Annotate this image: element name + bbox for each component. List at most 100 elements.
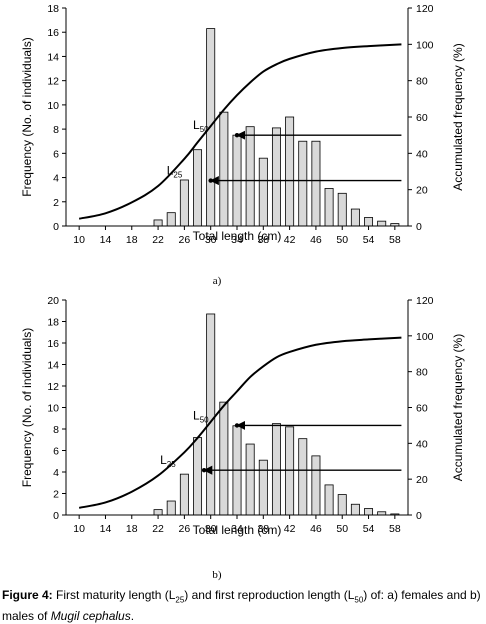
bar xyxy=(311,455,321,516)
x-tick-label: 54 xyxy=(363,523,375,535)
y-tick-label: 0 xyxy=(53,510,59,522)
y-tick-label: 8 xyxy=(53,424,59,436)
bar xyxy=(245,126,255,227)
bar xyxy=(364,217,374,227)
x-tick-label: 26 xyxy=(179,523,191,535)
y-tick-label: 14 xyxy=(47,360,59,372)
caption-text-2: ) and first reproduction length (L xyxy=(184,588,355,602)
bar xyxy=(179,473,189,516)
panel-label: b) xyxy=(212,569,222,581)
label-l25: L25 xyxy=(167,164,183,180)
bar xyxy=(285,116,295,227)
bar xyxy=(350,503,360,516)
y-tick-label: 20 xyxy=(47,295,59,307)
bar xyxy=(219,111,229,227)
x-tick-label: 10 xyxy=(73,234,85,246)
y2-tick-label: 60 xyxy=(416,112,428,124)
y2-tick-label: 40 xyxy=(416,148,428,160)
bar xyxy=(337,192,347,227)
bar xyxy=(271,127,281,227)
x-tick-label: 58 xyxy=(389,234,401,246)
bar xyxy=(350,208,360,227)
y-tick-label: 12 xyxy=(47,381,59,393)
x-tick-label: 30 xyxy=(205,523,217,535)
x-tick-label: 34 xyxy=(231,234,243,246)
arrow-point-l25 xyxy=(201,468,207,473)
y-tick-label: 4 xyxy=(53,173,59,185)
y-tick-label: 10 xyxy=(47,403,59,415)
caption-label: Figure 4: xyxy=(2,588,53,602)
x-tick-label: 50 xyxy=(336,523,348,535)
label-l25-subscript: 25 xyxy=(173,171,182,180)
bar xyxy=(153,509,163,516)
bar xyxy=(311,140,321,227)
x-tick-label: 34 xyxy=(231,523,243,535)
x-tick-label: 46 xyxy=(310,523,322,535)
x-tick-label: 38 xyxy=(257,523,269,535)
x-tick-label: 10 xyxy=(73,523,85,535)
label-l25-subscript: 25 xyxy=(167,460,176,469)
y-axis-label: Frequency (No. of individuals) xyxy=(20,37,34,196)
x-tick-label: 42 xyxy=(284,523,296,535)
y2-tick-label: 0 xyxy=(416,221,422,233)
accumulated-frequency-curve xyxy=(78,336,402,509)
x-tick-label: 18 xyxy=(126,523,138,535)
bar xyxy=(258,157,268,227)
bar xyxy=(179,179,189,227)
y-tick-label: 18 xyxy=(47,3,59,15)
x-axis-label: Total length (cm) xyxy=(193,523,282,537)
bar xyxy=(193,149,203,227)
bar xyxy=(193,437,203,516)
panel-label: a) xyxy=(213,275,222,287)
x-tick-label: 26 xyxy=(179,234,191,246)
y-tick-label: 4 xyxy=(53,467,59,479)
caption-text-4: . xyxy=(130,609,135,624)
bar xyxy=(166,212,176,227)
bar xyxy=(324,484,334,516)
bar xyxy=(298,438,308,516)
y2-tick-label: 40 xyxy=(416,438,428,450)
x-tick-label: 58 xyxy=(389,523,401,535)
y2-tick-label: 80 xyxy=(416,367,428,379)
y-tick-label: 16 xyxy=(47,27,59,39)
y-tick-label: 6 xyxy=(53,148,59,160)
x-tick-label: 22 xyxy=(152,523,164,535)
y2-tick-label: 80 xyxy=(416,76,428,88)
y-tick-label: 16 xyxy=(47,338,59,350)
y2-tick-label: 120 xyxy=(416,295,434,307)
y2-tick-label: 60 xyxy=(416,403,428,415)
bar xyxy=(377,220,387,227)
x-tick-label: 42 xyxy=(284,234,296,246)
label-l50-subscript: 50 xyxy=(200,415,209,424)
x-tick-label: 14 xyxy=(100,523,112,535)
y-tick-label: 18 xyxy=(47,317,59,329)
y-tick-label: 6 xyxy=(53,446,59,458)
y2-tick-label: 20 xyxy=(416,474,428,486)
bar xyxy=(285,426,295,516)
y2-axis-label: Accumulated frequency (%) xyxy=(451,334,465,481)
y-tick-label: 8 xyxy=(53,124,59,136)
bar xyxy=(271,423,281,516)
x-tick-label: 14 xyxy=(100,234,112,246)
y-tick-label: 12 xyxy=(47,76,59,88)
y2-tick-label: 0 xyxy=(416,510,422,522)
y-tick-label: 14 xyxy=(47,51,59,63)
y-tick-label: 2 xyxy=(53,197,59,209)
x-tick-label: 46 xyxy=(310,234,322,246)
arrow-point-l25 xyxy=(208,178,213,183)
caption-sub-1: 25 xyxy=(175,595,185,605)
x-axis-label: Total length (cm) xyxy=(193,229,282,243)
caption-sub-2: 50 xyxy=(354,595,364,605)
figure-caption: Figure 4: First maturity length (L25) an… xyxy=(2,587,484,624)
y2-tick-label: 100 xyxy=(416,39,434,51)
accumulated-frequency-curve xyxy=(78,43,402,220)
x-tick-label: 38 xyxy=(257,234,269,246)
caption-text-3: ) of: a) females and b) males of xyxy=(2,588,481,624)
y2-axis-label: Accumulated frequency (%) xyxy=(451,43,465,190)
y-tick-label: 0 xyxy=(53,221,59,233)
y-tick-label: 10 xyxy=(47,100,59,112)
bar xyxy=(324,188,334,227)
y2-tick-label: 100 xyxy=(416,331,434,343)
bar xyxy=(258,459,268,516)
